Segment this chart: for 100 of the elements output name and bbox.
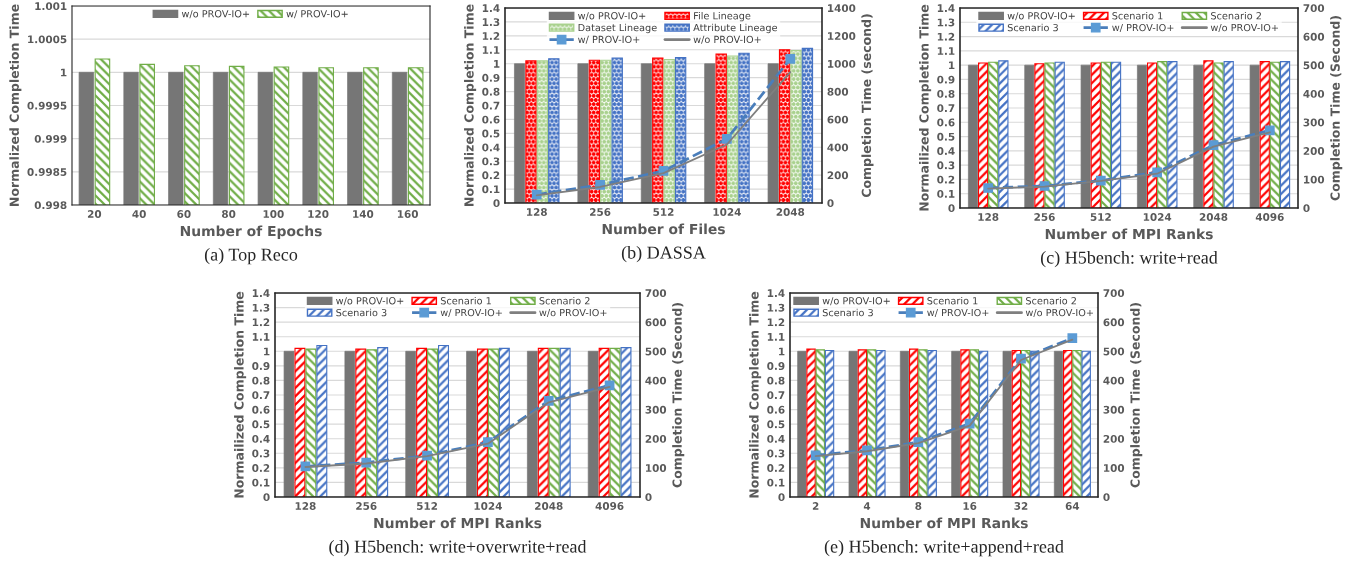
y-axis-title: Normailized Completion Time	[234, 291, 247, 498]
y-tick-label: 0.3	[937, 161, 955, 170]
x-tick-label: 120	[308, 210, 329, 218]
legend-label: Attribute Lineage	[693, 23, 778, 34]
legend-label: w/ PROV-IO+	[578, 35, 640, 44]
x-tick-label: 32	[1014, 502, 1028, 510]
y-tick-label: 0.3	[252, 449, 270, 458]
y2-tick-label: 200	[1303, 147, 1325, 155]
text: (e) H5bench: write+append+read	[824, 540, 1064, 557]
y2-tick-label: 400	[645, 376, 667, 385]
x-tick-label: 100	[263, 210, 284, 218]
y2-tick-label: 1200	[828, 32, 856, 40]
y-tick-label: 0	[948, 204, 955, 213]
y-tick-label: 0.3	[767, 449, 785, 458]
y2-tick-label: 1400	[828, 4, 856, 13]
x-tick-label: 8	[915, 502, 922, 510]
x-tick-label: 4096	[595, 502, 624, 510]
y-tick-label: 0.9995	[27, 101, 67, 110]
y-tick-label: 1.001	[35, 2, 67, 11]
y-tick-label: 0.7	[252, 391, 270, 400]
y2-tick-label: 600	[645, 318, 667, 327]
legend-label: w/o PROV-IO+	[822, 297, 890, 306]
x-tick-label: 256	[1034, 213, 1055, 221]
y-tick-label: 1	[264, 347, 270, 356]
y-tick-label: 1.3	[767, 303, 785, 312]
legend-label: w/o PROV-IO+	[1210, 23, 1278, 33]
x-tick-label: 64	[1065, 502, 1080, 510]
y2-tick-label: 700	[1103, 289, 1125, 298]
y-tick-label: 0.2	[482, 171, 500, 180]
x-tick-label: 160	[397, 210, 418, 218]
x-tick-label: 1024	[1143, 213, 1172, 221]
x-tick-label: 80	[222, 210, 236, 218]
y-tick-label: 1	[61, 68, 67, 77]
y-tick-label: 0.4	[252, 434, 270, 443]
legend-label: Dataset Lineage	[578, 23, 657, 34]
y-tick-label: 0.9985	[27, 168, 67, 176]
y2-tick-label: 500	[1103, 347, 1125, 356]
y-tick-label: 0.6	[767, 405, 785, 414]
legend-label: Scenario 3	[1007, 23, 1058, 32]
x-tick-label: 2048	[535, 502, 563, 510]
y-axis-title: Normalized Completion Time	[9, 4, 22, 206]
legend-label: Scenario 1	[927, 296, 978, 305]
y-tick-label: 0.5	[767, 420, 785, 429]
y2-tick-label: 200	[645, 434, 667, 443]
legend-label: w/ PROV-IO+	[286, 10, 348, 19]
x-tick-label: 2048	[1199, 213, 1228, 221]
y2-tick-label: 300	[1103, 405, 1125, 414]
y-tick-label: 0.1	[767, 478, 785, 487]
y-tick-label: 0.999	[34, 134, 67, 143]
x-axis-title: Number of MPI Ranks	[374, 517, 542, 529]
legend-label: Scenario 3	[336, 308, 387, 317]
y2-tick-label: 600	[1103, 318, 1125, 327]
y2-tick-label: 200	[1103, 434, 1125, 443]
point	[785, 53, 796, 64]
y-tick-label: 0.2	[252, 464, 270, 472]
x-tick-label: 512	[653, 208, 674, 216]
legend-label: w/ PROV-IO+	[440, 308, 502, 318]
legend-label: w/o PROV-IO+	[1025, 308, 1093, 318]
legend-label: w/o PROV-IO+	[181, 10, 250, 19]
y-tick-label: 1.1	[252, 333, 270, 341]
y-tick-label: 0.9	[252, 362, 270, 370]
y-tick-label: 0.6	[252, 405, 270, 414]
y-tick-label: 0.1	[482, 185, 500, 194]
y-tick-label: 1.3	[482, 18, 500, 27]
x-tick-label: 1024	[474, 502, 502, 510]
y-tick-label: 0.9	[767, 362, 785, 370]
y-tick-label: 1.2	[937, 32, 955, 41]
legend-label: Scenario 2	[1211, 11, 1261, 20]
y-tick-label: 0	[493, 199, 500, 208]
x-tick-label: 16	[963, 502, 977, 510]
y2-axis-title: Completion Time (Second)	[1130, 303, 1143, 488]
x-tick-label: 4	[863, 502, 871, 510]
x-axis-title: Number of Files	[602, 223, 725, 235]
y-tick-label: 0.4	[482, 143, 500, 152]
legend-label: Scenario 1	[440, 296, 491, 305]
legend-label: Scenario 3	[822, 308, 873, 317]
legend-label: Scenario 1	[1112, 11, 1163, 20]
y2-tick-label: 400	[827, 143, 849, 152]
y-tick-label: 1.1	[482, 46, 500, 54]
y-axis-title: Normailized Completion Time	[919, 4, 932, 211]
y-tick-label: 1.2	[482, 32, 500, 40]
legend-label: w/o PROV-IO+	[539, 308, 607, 318]
y-tick-label: 1.1	[937, 47, 955, 55]
y2-tick-label: 600	[1303, 32, 1325, 41]
y-tick-label: 0.8	[252, 376, 270, 385]
x-tick-label: 140	[353, 210, 374, 218]
y2-tick-label: 0	[1303, 204, 1310, 213]
y-tick-label: 1.3	[252, 303, 270, 312]
x-tick-label: 2	[812, 502, 819, 510]
y2-tick-label: 400	[1103, 376, 1125, 385]
y-axis-title: Normailized Completion Time	[749, 291, 762, 498]
y-tick-label: 1.1	[767, 333, 785, 341]
y-tick-label: 0.8	[937, 89, 955, 98]
y2-tick-label: 400	[1303, 89, 1325, 98]
y-tick-label: 0.4	[767, 434, 785, 443]
y2-tick-label: 100	[646, 464, 667, 472]
x-axis-title: Number of MPI Ranks	[860, 517, 1028, 529]
x-tick-label: 40	[132, 210, 146, 218]
y-tick-label: 0.4	[937, 147, 955, 155]
y-tick-label: 1.4	[482, 4, 500, 12]
